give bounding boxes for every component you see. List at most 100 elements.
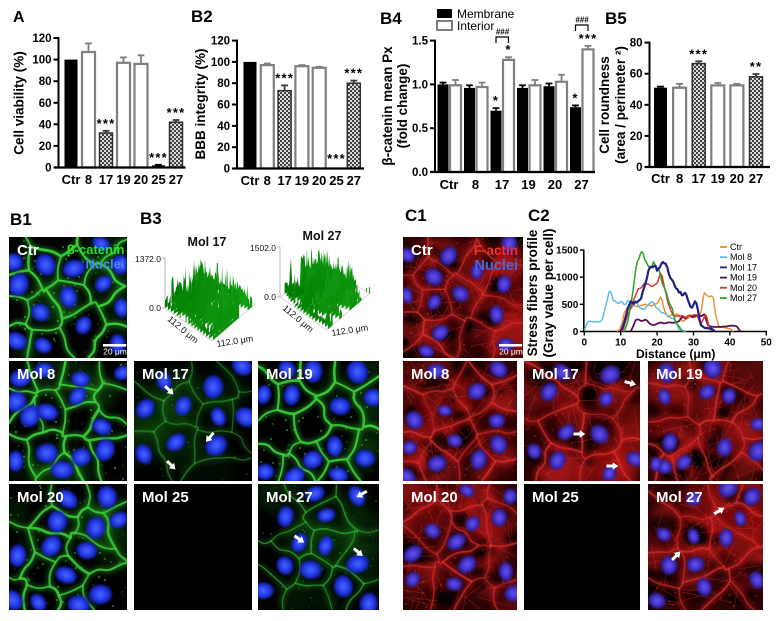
- svg-text:***: ***: [327, 151, 346, 166]
- svg-text:8: 8: [676, 171, 683, 186]
- svg-text:Ctr: Ctr: [62, 172, 81, 187]
- svg-text:Mol 19: Mol 19: [266, 366, 313, 383]
- svg-text:B5: B5: [605, 9, 627, 28]
- svg-text:***: ***: [579, 31, 598, 46]
- svg-text:0.5: 0.5: [412, 123, 429, 135]
- svg-text:20: 20: [630, 131, 643, 143]
- svg-text:***: ***: [344, 66, 363, 81]
- svg-text:*: *: [572, 90, 578, 105]
- svg-text:0: 0: [224, 164, 230, 176]
- svg-text:β-catenin: β-catenin: [67, 242, 125, 257]
- svg-text:1500: 1500: [556, 246, 579, 257]
- svg-text:***: ***: [167, 105, 186, 120]
- svg-text:*: *: [493, 93, 499, 108]
- svg-text:*: *: [505, 42, 511, 57]
- svg-text:Ctr: Ctr: [411, 242, 433, 259]
- svg-text:Ctr: Ctr: [440, 177, 459, 192]
- svg-text:***: ***: [275, 70, 294, 85]
- svg-text:25: 25: [329, 173, 343, 188]
- svg-text:1.5: 1.5: [412, 36, 429, 48]
- svg-text:###: ###: [496, 28, 510, 37]
- svg-text:25: 25: [151, 172, 165, 187]
- svg-text:20: 20: [134, 172, 148, 187]
- svg-text:Mol 27: Mol 27: [656, 489, 703, 506]
- svg-text:Mol 27: Mol 27: [730, 293, 757, 303]
- svg-text:8: 8: [472, 177, 479, 192]
- svg-text:B4: B4: [380, 9, 402, 28]
- svg-text:Nuclei: Nuclei: [85, 257, 124, 272]
- svg-text:10: 10: [615, 338, 627, 349]
- svg-text:80: 80: [630, 38, 643, 50]
- svg-text:(Gray value per cell): (Gray value per cell): [541, 228, 556, 357]
- svg-text:40: 40: [724, 338, 736, 349]
- svg-text:40: 40: [39, 119, 52, 131]
- svg-text:β-catenin mean Px: β-catenin mean Px: [380, 46, 395, 166]
- svg-text:0.0: 0.0: [149, 303, 161, 313]
- svg-text:Mol 19: Mol 19: [656, 366, 703, 383]
- svg-text:***: ***: [689, 46, 708, 61]
- svg-text:80: 80: [217, 78, 230, 90]
- svg-text:0: 0: [573, 327, 579, 338]
- svg-text:Mol 27: Mol 27: [303, 229, 342, 243]
- svg-text:100: 100: [32, 55, 51, 67]
- svg-text:19: 19: [295, 173, 309, 188]
- svg-text:17: 17: [495, 177, 509, 192]
- svg-text:0: 0: [582, 338, 588, 349]
- svg-text:60: 60: [39, 98, 52, 110]
- svg-text:1372.0: 1372.0: [135, 254, 161, 264]
- svg-text:F-actin: F-actin: [474, 243, 518, 258]
- svg-text:0: 0: [636, 162, 642, 174]
- svg-text:Mol 8: Mol 8: [411, 366, 449, 383]
- svg-text:Mol 25: Mol 25: [142, 489, 189, 506]
- svg-text:8: 8: [264, 173, 271, 188]
- svg-text:60: 60: [217, 100, 230, 112]
- svg-text:17: 17: [691, 171, 705, 186]
- svg-text:B3: B3: [140, 209, 162, 228]
- svg-text:20: 20: [730, 171, 744, 186]
- svg-text:Nuclei: Nuclei: [474, 258, 518, 274]
- svg-text:8: 8: [85, 172, 92, 187]
- svg-text:Mol 20: Mol 20: [17, 489, 64, 506]
- svg-text:0: 0: [45, 163, 51, 175]
- svg-text:80: 80: [39, 76, 52, 88]
- svg-text:Membrane: Membrane: [457, 7, 515, 21]
- svg-text:500: 500: [562, 300, 579, 311]
- svg-text:19: 19: [711, 171, 725, 186]
- svg-text:Mol 17: Mol 17: [188, 235, 227, 249]
- svg-text:30: 30: [688, 338, 700, 349]
- svg-text:C2: C2: [528, 206, 550, 225]
- svg-text:Mol 25: Mol 25: [532, 489, 579, 506]
- svg-text:20: 20: [652, 338, 664, 349]
- svg-text:(area / perimeter ²): (area / perimeter ²): [613, 46, 628, 164]
- svg-text:Mol 17: Mol 17: [142, 366, 189, 383]
- svg-text:60: 60: [630, 69, 643, 81]
- svg-text:19: 19: [521, 177, 535, 192]
- svg-text:Cell viability (%): Cell viability (%): [12, 51, 27, 155]
- svg-text:20: 20: [217, 142, 230, 154]
- svg-text:Mol 17: Mol 17: [532, 366, 579, 383]
- svg-text:Stress fibers profile: Stress fibers profile: [525, 229, 540, 356]
- svg-text:50: 50: [761, 338, 773, 349]
- svg-text:20 μm: 20 μm: [103, 347, 127, 357]
- svg-text:120: 120: [32, 33, 51, 45]
- svg-text:***: ***: [149, 150, 168, 165]
- svg-text:B2: B2: [191, 7, 213, 26]
- svg-text:27: 27: [574, 177, 588, 192]
- svg-text:A: A: [13, 9, 25, 26]
- svg-text:19: 19: [116, 172, 130, 187]
- svg-text:100: 100: [211, 57, 230, 69]
- svg-text:27: 27: [749, 171, 763, 186]
- svg-text:27: 27: [347, 173, 361, 188]
- svg-text:B1: B1: [10, 210, 32, 229]
- svg-text:C1: C1: [405, 206, 427, 225]
- svg-text:Mol 19: Mol 19: [730, 273, 757, 283]
- svg-text:27: 27: [169, 172, 183, 187]
- svg-text:120: 120: [211, 36, 230, 48]
- svg-text:17: 17: [99, 172, 113, 187]
- svg-text:Mol 27: Mol 27: [266, 489, 313, 506]
- svg-text:Ctr: Ctr: [17, 242, 39, 259]
- svg-text:Mol 8: Mol 8: [730, 252, 752, 262]
- svg-text:Mol 17: Mol 17: [730, 262, 757, 272]
- svg-text:20 μm: 20 μm: [499, 347, 523, 357]
- svg-text:Interior: Interior: [457, 19, 494, 33]
